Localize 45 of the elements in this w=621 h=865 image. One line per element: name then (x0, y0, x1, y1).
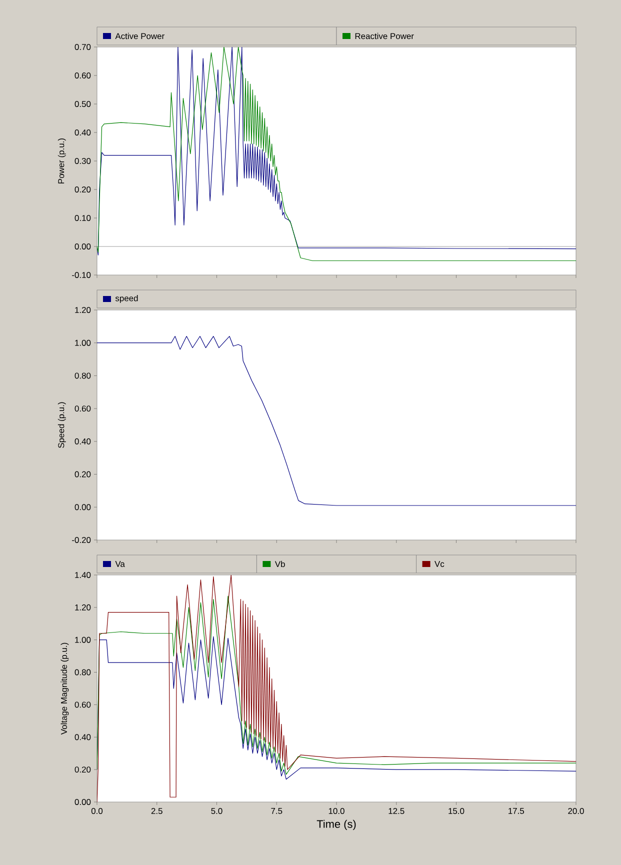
y-tick-label: 0.00 (74, 244, 91, 250)
y-tick-label: 0.00 (74, 504, 91, 510)
x-tick-label: 2.5 (151, 808, 162, 814)
legend-label: Reactive Power (355, 32, 414, 40)
y-tick-label: 0.20 (74, 186, 91, 192)
x-tick-label: 17.5 (508, 808, 524, 814)
y-tick-label: 0.40 (74, 130, 91, 136)
legend-label: speed (115, 295, 138, 303)
y-tick-label: 0.30 (74, 158, 91, 164)
y-tick-label: -0.10 (72, 272, 91, 278)
y-tick-label: 1.20 (75, 307, 91, 313)
legend-label: Active Power (115, 32, 164, 40)
y-tick-label: 0.60 (74, 702, 91, 708)
y-tick-label: 1.20 (75, 604, 91, 610)
y-tick-label: 0.40 (74, 438, 91, 444)
x-tick-label: 10.0 (328, 808, 344, 814)
y-tick-label: 0.80 (74, 372, 91, 379)
x-axis-title: Time (s) (316, 820, 356, 830)
y-tick-label: 0.80 (74, 669, 91, 676)
x-tick-label: 20.0 (568, 808, 584, 814)
y-tick-label: 0.40 (74, 734, 91, 740)
y-axis-title: Speed (p.u.) (58, 402, 66, 448)
line-series (97, 596, 576, 775)
y-tick-label: 0.60 (74, 72, 91, 78)
y-tick-label: 1.00 (75, 340, 91, 346)
y-tick-label: 0.10 (74, 215, 91, 221)
x-tick-label: 0.0 (91, 808, 103, 814)
y-tick-label: 0.50 (74, 101, 91, 107)
y-axis-title: Voltage Magnitude (p.u.) (60, 642, 69, 735)
y-tick-label: 0.20 (74, 471, 91, 478)
x-tick-label: 5.0 (211, 808, 222, 814)
y-tick-label: 0.20 (74, 766, 91, 773)
y-tick-label: 1.40 (75, 572, 91, 578)
y-tick-label: 0.60 (74, 406, 91, 412)
x-tick-label: 15.0 (448, 808, 464, 814)
legend-label: Va (115, 561, 125, 567)
legend-label: Vc (434, 561, 444, 567)
x-tick-label: 12.5 (388, 808, 404, 814)
y-tick-label: 0.70 (74, 44, 91, 50)
y-tick-label: 0.00 (74, 799, 91, 805)
y-axis-title: Power (p.u.) (58, 138, 66, 184)
x-tick-label: 7.5 (271, 808, 282, 814)
legend-label: Vb (274, 560, 285, 568)
y-tick-label: 1.00 (75, 636, 91, 643)
y-tick-label: -0.20 (72, 537, 91, 543)
